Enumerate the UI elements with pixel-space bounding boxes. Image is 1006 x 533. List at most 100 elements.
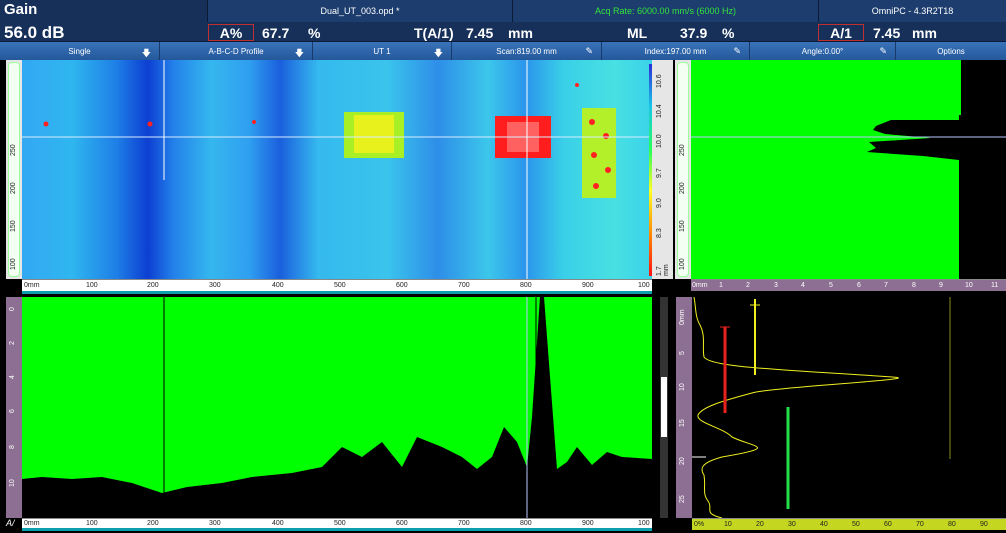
reading-value-thickness: 7.45 [466,24,494,41]
reading-label-a1[interactable]: A/1 [818,24,864,41]
color-palette-strip [649,64,652,276]
ruler-label: 10 [965,282,973,289]
ruler-label: 500 [334,520,346,527]
bscan-scan-ruler[interactable]: 0mm 100 200 300 400 500 600 700 800 900 … [22,518,652,528]
ruler-label: 8 [9,445,16,449]
ruler-label: 4 [801,282,805,289]
bscan-image [22,297,652,518]
ascan-view[interactable] [692,297,1006,518]
options-button[interactable]: Options [896,42,1006,60]
ruler-label: 700 [458,520,470,527]
ascan-depth-ruler[interactable]: 0mm 5 10 15 20 25 [676,297,692,518]
ruler-label: 20 [679,457,686,465]
ruler-label: 900 [582,282,594,289]
reading-unit-thickness: mm [508,24,533,41]
ruler-label: 90 [980,521,988,528]
cscan-index-ruler[interactable]: 250 200 150 100 [6,60,22,279]
ascan-scrollbar[interactable] [660,297,668,518]
ruler-label: 80 [948,521,956,528]
angle-label: Angle:0.00° [801,46,844,56]
cscan-colorbar-ruler: 10.6 10.4 10.0 9.7 9.0 8.3 1.7 mm [652,60,673,279]
ruler-label: 50 [852,521,860,528]
reading-value-ml: 37.9 [680,24,708,41]
ruler-label: 6 [9,409,16,413]
ruler-label: 800 [520,282,532,289]
ruler-label: 4 [9,375,16,379]
ruler-label: 30 [788,521,796,528]
index-position-field[interactable]: Index:197.00 mm ✎ [602,42,750,60]
layout-dropdown[interactable]: A-B-C-D Profile 🡇 [160,42,313,60]
ruler-label: 70 [916,521,924,528]
ruler-label: 300 [209,520,221,527]
ruler-label: 100 [86,282,98,289]
ruler-label: 25 [679,495,686,503]
ruler-label: 10 [724,521,732,528]
reading-unit-a1: mm [912,24,937,41]
ruler-label: 200 [147,520,159,527]
pencil-icon: ✎ [733,46,741,56]
arrow-down-icon: 🡇 [433,48,443,58]
ruler-label: 100 [10,258,17,270]
ruler-label: 1 [719,282,723,289]
dscan-depth-ruler[interactable]: 0mm 1 2 3 4 5 6 7 8 9 10 11 [691,279,1006,291]
reading-label-ml[interactable]: ML [627,24,648,41]
bscan-view[interactable] [22,297,652,518]
ruler-label: 100 [638,282,650,289]
ruler-label: 20 [756,521,764,528]
ruler-label: 5 [829,282,833,289]
ruler-label: 60 [884,521,892,528]
gain-label: Gain [4,1,38,18]
ruler-label: 0mm [692,282,708,289]
dscan-index-ruler[interactable]: 250 200 150 100 [675,60,691,279]
cscan-scan-ruler[interactable]: 0mm 100 200 300 400 500 600 700 800 900 … [22,279,652,291]
ruler-label: 0mm [24,520,40,527]
pencil-icon: ✎ [585,46,593,56]
reading-label-thickness[interactable]: T(A/1) [414,24,454,41]
reading-unit-amplitude: % [308,24,321,41]
ruler-label: 11 [991,282,999,289]
ut-dropdown[interactable]: UT 1 🡇 [313,42,452,60]
ruler-label: 8 [912,282,916,289]
colorbar-label: 9.7 [656,168,663,178]
bscan-depth-ruler[interactable]: 0 2 4 6 8 10 [6,297,22,518]
ruler-label: 0mm [24,282,40,289]
ruler-label: 150 [679,220,686,232]
ruler-label: 100 [86,520,98,527]
index-label: Index:197.00 mm [644,46,707,56]
ruler-label: 100 [638,520,650,527]
cscan-scrollbar[interactable] [22,291,652,294]
ruler-label: 40 [820,521,828,528]
ruler-label: 0 [9,307,16,311]
ruler-label: 250 [10,144,17,156]
file-name: Dual_UT_003.opd * [207,0,512,22]
ruler-label: 6 [857,282,861,289]
scroll-thumb[interactable] [661,377,667,437]
reading-unit-ml: % [722,24,735,41]
ruler-label: 200 [10,182,17,194]
scan-position-field[interactable]: Scan:819.00 mm ✎ [452,42,602,60]
dscan-view[interactable] [691,60,1006,279]
acq-rate: Acq Rate: 6000.00 mm/s (6000 Hz) [512,0,818,22]
colorbar-label: 9.0 [656,198,663,208]
single-dropdown[interactable]: Single 🡇 [0,42,160,60]
gain-value[interactable]: 56.0 dB [4,23,65,42]
ascan-amplitude-ruler[interactable]: 0% 10 20 30 40 50 60 70 80 90 [692,518,1006,530]
colorbar-label: 10.6 [656,74,663,88]
scan-label: Scan:819.00 mm [496,46,557,56]
ruler-label: 7 [884,282,888,289]
angle-field[interactable]: Angle:0.00° ✎ [750,42,896,60]
ruler-label: 400 [272,282,284,289]
ruler-label: 10 [9,479,16,487]
ruler-label: 900 [582,520,594,527]
ruler-label: 100 [679,258,686,270]
ruler-label: 0% [694,521,705,528]
ruler-label: 400 [272,520,284,527]
cscan-view[interactable] [22,60,652,279]
arrow-down-icon: 🡇 [294,48,304,58]
reading-label-amplitude[interactable]: A% [208,24,254,41]
colorbar-label: 10.4 [656,104,663,118]
ruler-label: 150 [10,220,17,232]
bscan-scrollbar[interactable] [22,528,652,531]
ruler-label: 800 [520,520,532,527]
ruler-label: 300 [209,282,221,289]
